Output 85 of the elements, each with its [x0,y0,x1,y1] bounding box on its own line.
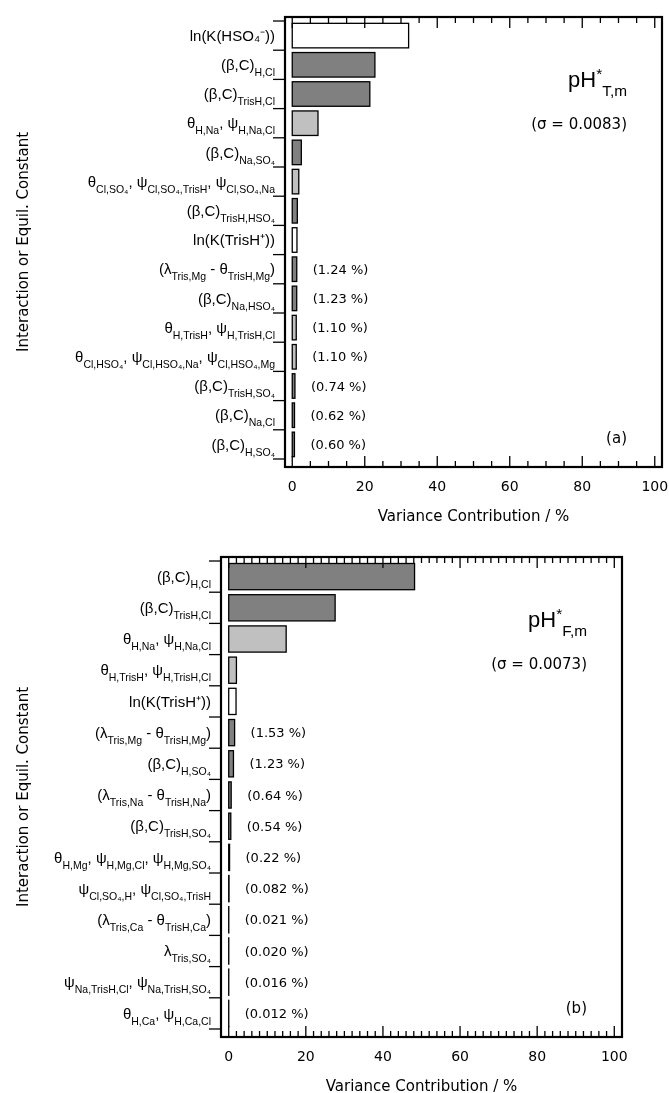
bar [291,314,297,341]
y-tick-label: θ$_{H,TrisH}$, ψ$_{H,TrisH,Cl}$ [164,318,275,341]
bar [228,781,232,809]
bar [228,625,287,653]
y-tick-label: θ$_{H,TrisH}$, ψ$_{H,TrisH,Cl}$ [100,661,211,684]
x-tick-label: 80 [573,478,592,494]
x-tick-label: 20 [355,478,374,494]
bar [291,139,302,166]
bar [228,656,238,684]
data-label: (0.60 %) [310,436,366,452]
data-label: (0.012 %) [244,1005,309,1021]
y-tick-label: (λ$_{Tris,Mg}$ - θ$_{TrisH,Mg}$) [95,723,211,746]
annotation: (σ = 0.0083) [531,115,627,133]
data-label: (1.24 %) [312,261,369,277]
y-tick-label: (β,C)$_{H,SO₄}$ [211,435,275,458]
y-tick-label: ln(K(TrisH⁺)) [129,692,211,710]
y-tick-label: (β,C)$_{Na,SO₄}$ [205,143,275,166]
data-label: (0.64 %) [247,787,303,803]
y-tick-label: θ$_{Cl,SO₄}$, ψ$_{Cl,SO₄,TrisH}$, ψ$_{Cl,SO₄,Na}$ [87,172,276,195]
bar [291,110,319,137]
x-tick-label: 40 [428,478,447,494]
y-tick-label: (β,C)$_{H,SO₄}$ [147,755,211,778]
bar [291,168,300,195]
bar [228,718,236,747]
data-label: (1.10 %) [312,349,368,365]
y-tick-label: θ$_{Cl,HSO₄}$, ψ$_{Cl,HSO₄,Na}$, ψ$_{Cl,HSO₄,Mg}$ [75,348,276,371]
y-tick-label: θ$_{H,Mg}$, ψ$_{H,Mg,Cl}$, ψ$_{H,Mg,SO₄}$ [54,848,211,871]
x-tick-label: 0 [287,478,297,494]
bar [291,51,376,78]
data-label: (1.10 %) [312,320,368,336]
y-tick-label: (β,C)$_{Na,HSO₄}$ [197,289,275,312]
annotation: (a) [606,429,627,447]
y-tick-label: ln(K(HSO₄⁻)) [189,26,275,44]
bar [291,373,296,399]
data-label: (0.62 %) [310,407,367,423]
y-tick-label: θ$_{H,Na}$, ψ$_{H,Na,Cl}$ [122,630,211,653]
x-tick-label: 0 [224,1048,234,1064]
x-tick-label: 40 [374,1048,392,1064]
x-tick-label: 100 [600,1048,628,1064]
data-label: (1.23 %) [312,290,369,306]
data-label: (0.016 %) [244,974,309,990]
x-tick-label: 100 [641,478,669,494]
x-tick-label: 60 [500,478,519,494]
y-tick-label: (β,C)$_{Na,Cl}$ [215,406,275,429]
bar [291,343,297,370]
bar [291,227,298,253]
bar [291,81,371,107]
annotation: (σ = 0.0073) [491,655,587,673]
bar [291,197,298,224]
data-label: (0.020 %) [244,943,309,959]
bar [228,812,232,840]
data-label: (0.021 %) [244,912,309,928]
y-tick-label: (β,C)$_{TrisH,HSO₄}$ [186,202,275,225]
y-tick-label: (λ$_{Tris,Na}$ - θ$_{TrisH,Na}$) [97,786,211,809]
annotation: (b) [565,999,587,1017]
y-axis-title: Interaction or Equil. Constant [14,686,32,908]
y-axis-title: Interaction or Equil. Constant [14,131,32,353]
y-tick-label: (λ$_{Tris,Ca}$ - θ$_{TrisH,Ca}$) [97,911,211,934]
x-tick-label: 20 [296,1048,315,1064]
y-tick-label: ψ$_{Na,TrisH,Cl}$, ψ$_{Na,TrisH,SO₄}$ [64,973,211,996]
y-tick-label: θ$_{H,Ca}$, ψ$_{H,Ca,Cl}$ [122,1004,211,1027]
x-axis-title: Variance Contribution / % [325,1077,518,1093]
y-tick-label: θ$_{H,Na}$, ψ$_{H,Na,Cl}$ [186,114,275,137]
y-tick-label: (λ$_{Tris,Mg}$ - θ$_{TrisH,Mg}$) [159,260,275,283]
bar [228,594,336,622]
x-axis-title: Variance Contribution / % [377,507,570,525]
y-tick-label: (β,C)$_{TrisH,Cl}$ [203,85,275,108]
data-label: (0.74 %) [310,378,367,394]
y-tick-label: (β,C)$_{H,Cl}$ [220,56,275,79]
bar [228,750,235,778]
y-tick-label: (β,C)$_{TrisH,SO₄}$ [130,817,211,840]
data-label: (0.22 %) [245,849,302,865]
y-tick-label: (β,C)$_{TrisH,SO₄}$ [194,377,275,400]
data-label: (0.54 %) [246,818,303,834]
data-label: (1.53 %) [250,725,307,741]
bar [228,687,237,716]
x-tick-label: 80 [528,1048,547,1064]
y-tick-label: λ$_{Tris,SO₄}$ [164,942,211,965]
y-tick-label: (β,C)$_{H,Cl}$ [156,567,211,590]
data-label: (0.082 %) [245,881,309,897]
y-tick-label: ln(K(TrisH⁺)) [193,231,275,249]
y-tick-label: (β,C)$_{TrisH,Cl}$ [139,599,211,622]
x-tick-label: 60 [451,1048,469,1064]
y-tick-label: ψ$_{Cl,SO₄,H}$, ψ$_{Cl,SO₄,TrisH}$ [78,879,211,902]
data-label: (1.23 %) [249,756,306,772]
